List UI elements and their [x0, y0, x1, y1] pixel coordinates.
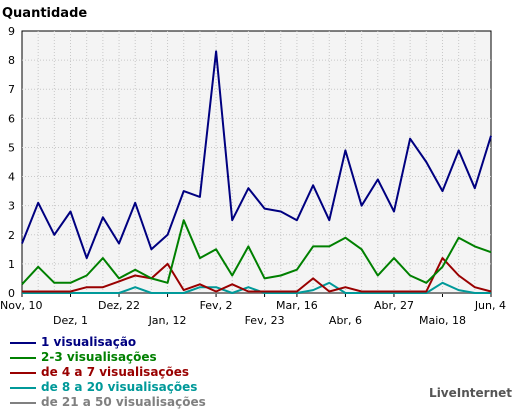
plot-background [21, 30, 492, 294]
y-tick-label: 4 [8, 171, 15, 184]
x-tick-label: Dez, 22 [98, 299, 140, 312]
series-lines [21, 50, 492, 294]
y-tick-label: 3 [8, 200, 15, 213]
x-tick-label: Mar, 16 [276, 299, 318, 312]
x-tick-label: Dez, 1 [53, 314, 88, 327]
y-tick-label: 6 [8, 112, 15, 125]
legend-swatch [10, 342, 36, 344]
series-line [22, 281, 491, 294]
legend-label: 2-3 visualisações [41, 350, 157, 364]
chart-title: Quantidade [2, 6, 87, 21]
legend-swatch [10, 387, 36, 389]
series-line [21, 50, 492, 260]
x-tick-label: Fev, 2 [200, 299, 233, 312]
y-tick-label: 1 [8, 258, 15, 271]
x-tick-label: Fev, 23 [245, 314, 285, 327]
x-tick-label: Jun, 4 [474, 299, 506, 312]
x-axis-ticks: Nov, 10 Dez, 1 Dez, 22 Jan, 12 Fev, 2 Fev, 23… [0, 293, 506, 327]
legend-swatch [10, 402, 36, 404]
liveinternet-brand: LiveInternet [429, 386, 512, 400]
gridlines [22, 31, 491, 293]
series-line [22, 257, 492, 293]
x-tick-label: Abr, 27 [374, 299, 414, 312]
chart: Quantidade 0 1 2 3 4 5 6 7 8 9 Nov, 10 Dez, 1 Dez, … [0, 6, 506, 327]
x-tick-label: Nov, 10 [0, 299, 42, 312]
legend-swatch [10, 372, 36, 374]
x-tick-label: Abr, 6 [329, 314, 362, 327]
y-axis-ticks: 0 1 2 3 4 5 6 7 8 9 [8, 25, 15, 300]
y-tick-label: 8 [8, 54, 15, 67]
legend-label: de 4 a 7 visualisações [41, 365, 190, 379]
y-tick-label: 2 [8, 229, 15, 242]
y-tick-label: 5 [8, 141, 15, 154]
y-tick-label: 7 [8, 83, 15, 96]
x-tick-label: Maio, 18 [419, 314, 466, 327]
x-tick-label: Jan, 12 [148, 314, 187, 327]
legend-label: de 8 a 20 visualisações [41, 380, 198, 394]
legend-label: 1 visualisação [41, 335, 137, 349]
y-tick-label: 9 [8, 25, 15, 38]
y-tick-label: 0 [8, 287, 15, 300]
legend-label: de 21 a 50 visualisações [41, 395, 206, 409]
series-line [21, 219, 492, 285]
legend-swatch [10, 357, 36, 359]
